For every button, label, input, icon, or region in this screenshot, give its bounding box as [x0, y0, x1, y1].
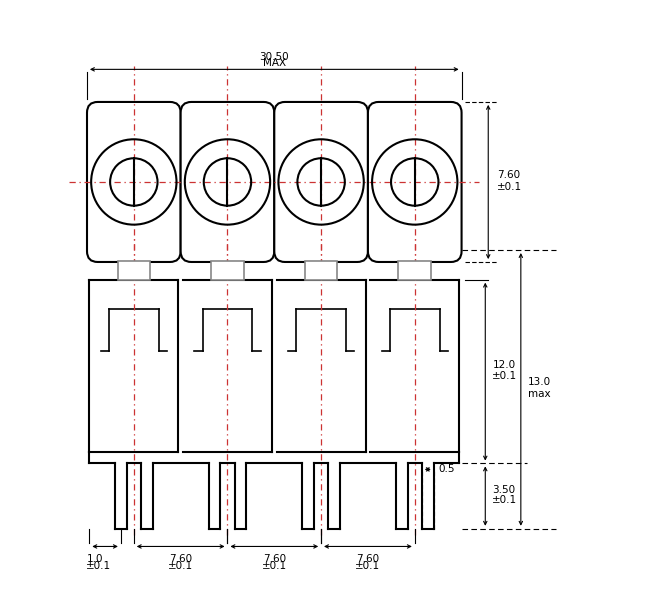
FancyBboxPatch shape — [275, 102, 368, 262]
Text: ±0.1: ±0.1 — [168, 561, 193, 571]
Text: 1.0: 1.0 — [86, 554, 103, 564]
Text: ±0.1: ±0.1 — [497, 182, 522, 192]
Text: ±0.1: ±0.1 — [355, 561, 381, 571]
FancyBboxPatch shape — [181, 102, 275, 262]
Text: 30.50: 30.50 — [259, 52, 289, 62]
FancyBboxPatch shape — [87, 102, 181, 262]
Text: 7.60: 7.60 — [169, 554, 192, 564]
Bar — [305, 261, 337, 279]
Text: 7.60: 7.60 — [497, 170, 520, 180]
Text: 0.5: 0.5 — [438, 465, 455, 474]
FancyBboxPatch shape — [368, 102, 461, 262]
Text: ±0.1: ±0.1 — [492, 495, 517, 505]
Text: ±0.1: ±0.1 — [492, 371, 517, 381]
Text: 7.60: 7.60 — [263, 554, 286, 564]
Text: MAX: MAX — [263, 58, 286, 68]
Text: 7.60: 7.60 — [356, 554, 380, 564]
Text: ±0.1: ±0.1 — [86, 561, 112, 571]
Text: 3.50: 3.50 — [492, 485, 515, 495]
Text: ±0.1: ±0.1 — [262, 561, 287, 571]
Text: 12.0: 12.0 — [492, 359, 515, 370]
Bar — [399, 261, 431, 279]
Bar — [117, 261, 150, 279]
Bar — [211, 261, 244, 279]
Text: max: max — [528, 389, 550, 398]
Text: 13.0: 13.0 — [528, 377, 551, 387]
